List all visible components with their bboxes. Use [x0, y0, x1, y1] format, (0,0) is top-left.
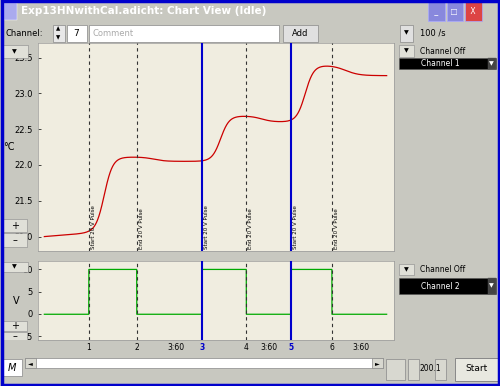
- Y-axis label: V: V: [14, 296, 20, 305]
- Bar: [488, 58, 496, 69]
- Bar: [2, 359, 22, 376]
- Text: 6: 6: [330, 343, 334, 352]
- Bar: [3, 321, 27, 331]
- Bar: [398, 278, 496, 294]
- Text: 3:60: 3:60: [260, 343, 277, 352]
- Bar: [428, 2, 444, 21]
- Bar: [3, 219, 27, 232]
- Text: Channel:: Channel:: [6, 29, 44, 38]
- Bar: [446, 2, 463, 21]
- Bar: [398, 58, 496, 69]
- Text: Comment: Comment: [92, 29, 134, 38]
- Bar: [25, 358, 382, 368]
- Bar: [455, 358, 498, 381]
- Bar: [398, 264, 414, 275]
- Text: Channel 1: Channel 1: [421, 59, 460, 68]
- Text: ◄: ◄: [28, 361, 33, 366]
- Bar: [435, 359, 446, 379]
- Text: ▲: ▲: [56, 27, 60, 32]
- Text: 3:60: 3:60: [352, 343, 370, 352]
- Text: End 20 V Pulse: End 20 V Pulse: [139, 208, 144, 249]
- Text: Exp13HNwithCal.adicht: Chart View (Idle): Exp13HNwithCal.adicht: Chart View (Idle): [21, 6, 266, 16]
- Text: Start 20 V Pulse: Start 20 V Pulse: [91, 205, 96, 249]
- Bar: [488, 278, 496, 294]
- Text: –: –: [12, 235, 17, 245]
- Bar: [89, 25, 279, 42]
- Text: 100 /s: 100 /s: [420, 29, 446, 38]
- Bar: [2, 262, 28, 272]
- Text: Channel 2: Channel 2: [421, 282, 460, 291]
- Text: □: □: [448, 7, 460, 15]
- Text: X: X: [468, 7, 478, 15]
- Text: 3: 3: [199, 343, 204, 352]
- Text: End 20 V Pulse: End 20 V Pulse: [248, 208, 254, 249]
- Text: End 20 V Pulse: End 20 V Pulse: [334, 208, 339, 249]
- Text: Start 20 V Pulse: Start 20 V Pulse: [204, 205, 209, 249]
- Text: ▼: ▼: [12, 49, 17, 54]
- Bar: [400, 25, 412, 42]
- Text: 5: 5: [288, 343, 294, 352]
- Text: ▼: ▼: [404, 31, 408, 36]
- Bar: [25, 358, 36, 368]
- Text: Start 20 V Pulse: Start 20 V Pulse: [293, 205, 298, 249]
- Text: +: +: [10, 321, 18, 331]
- Bar: [465, 2, 481, 21]
- Bar: [2, 45, 28, 58]
- Text: 200.1: 200.1: [419, 364, 440, 373]
- Text: Start: Start: [465, 364, 487, 373]
- Text: ▼: ▼: [404, 49, 408, 54]
- Bar: [386, 359, 405, 379]
- Bar: [282, 25, 318, 42]
- Bar: [408, 359, 418, 379]
- Text: Channel Off: Channel Off: [420, 47, 466, 56]
- Text: 4: 4: [244, 343, 248, 352]
- Text: Add: Add: [292, 29, 308, 38]
- Text: Channel Off: Channel Off: [420, 265, 466, 274]
- Bar: [3, 332, 27, 340]
- Text: ►: ►: [374, 361, 380, 366]
- Text: 2: 2: [134, 343, 139, 352]
- Bar: [52, 25, 65, 42]
- Text: ▼: ▼: [490, 61, 494, 66]
- Bar: [4, 3, 16, 20]
- Text: +: +: [10, 220, 18, 230]
- Text: –: –: [12, 331, 17, 341]
- Text: ▼: ▼: [56, 36, 60, 41]
- Bar: [3, 233, 27, 247]
- Text: ▼: ▼: [490, 284, 494, 289]
- Text: M: M: [8, 362, 16, 372]
- Bar: [398, 45, 414, 57]
- Text: 1: 1: [86, 343, 91, 352]
- Y-axis label: °C: °C: [3, 142, 14, 152]
- Bar: [66, 25, 86, 42]
- Text: ▼: ▼: [12, 264, 17, 269]
- Text: 7: 7: [74, 29, 80, 38]
- Text: 3:60: 3:60: [168, 343, 184, 352]
- Text: ▼: ▼: [404, 267, 408, 272]
- Text: _: _: [432, 7, 440, 15]
- Bar: [372, 358, 382, 368]
